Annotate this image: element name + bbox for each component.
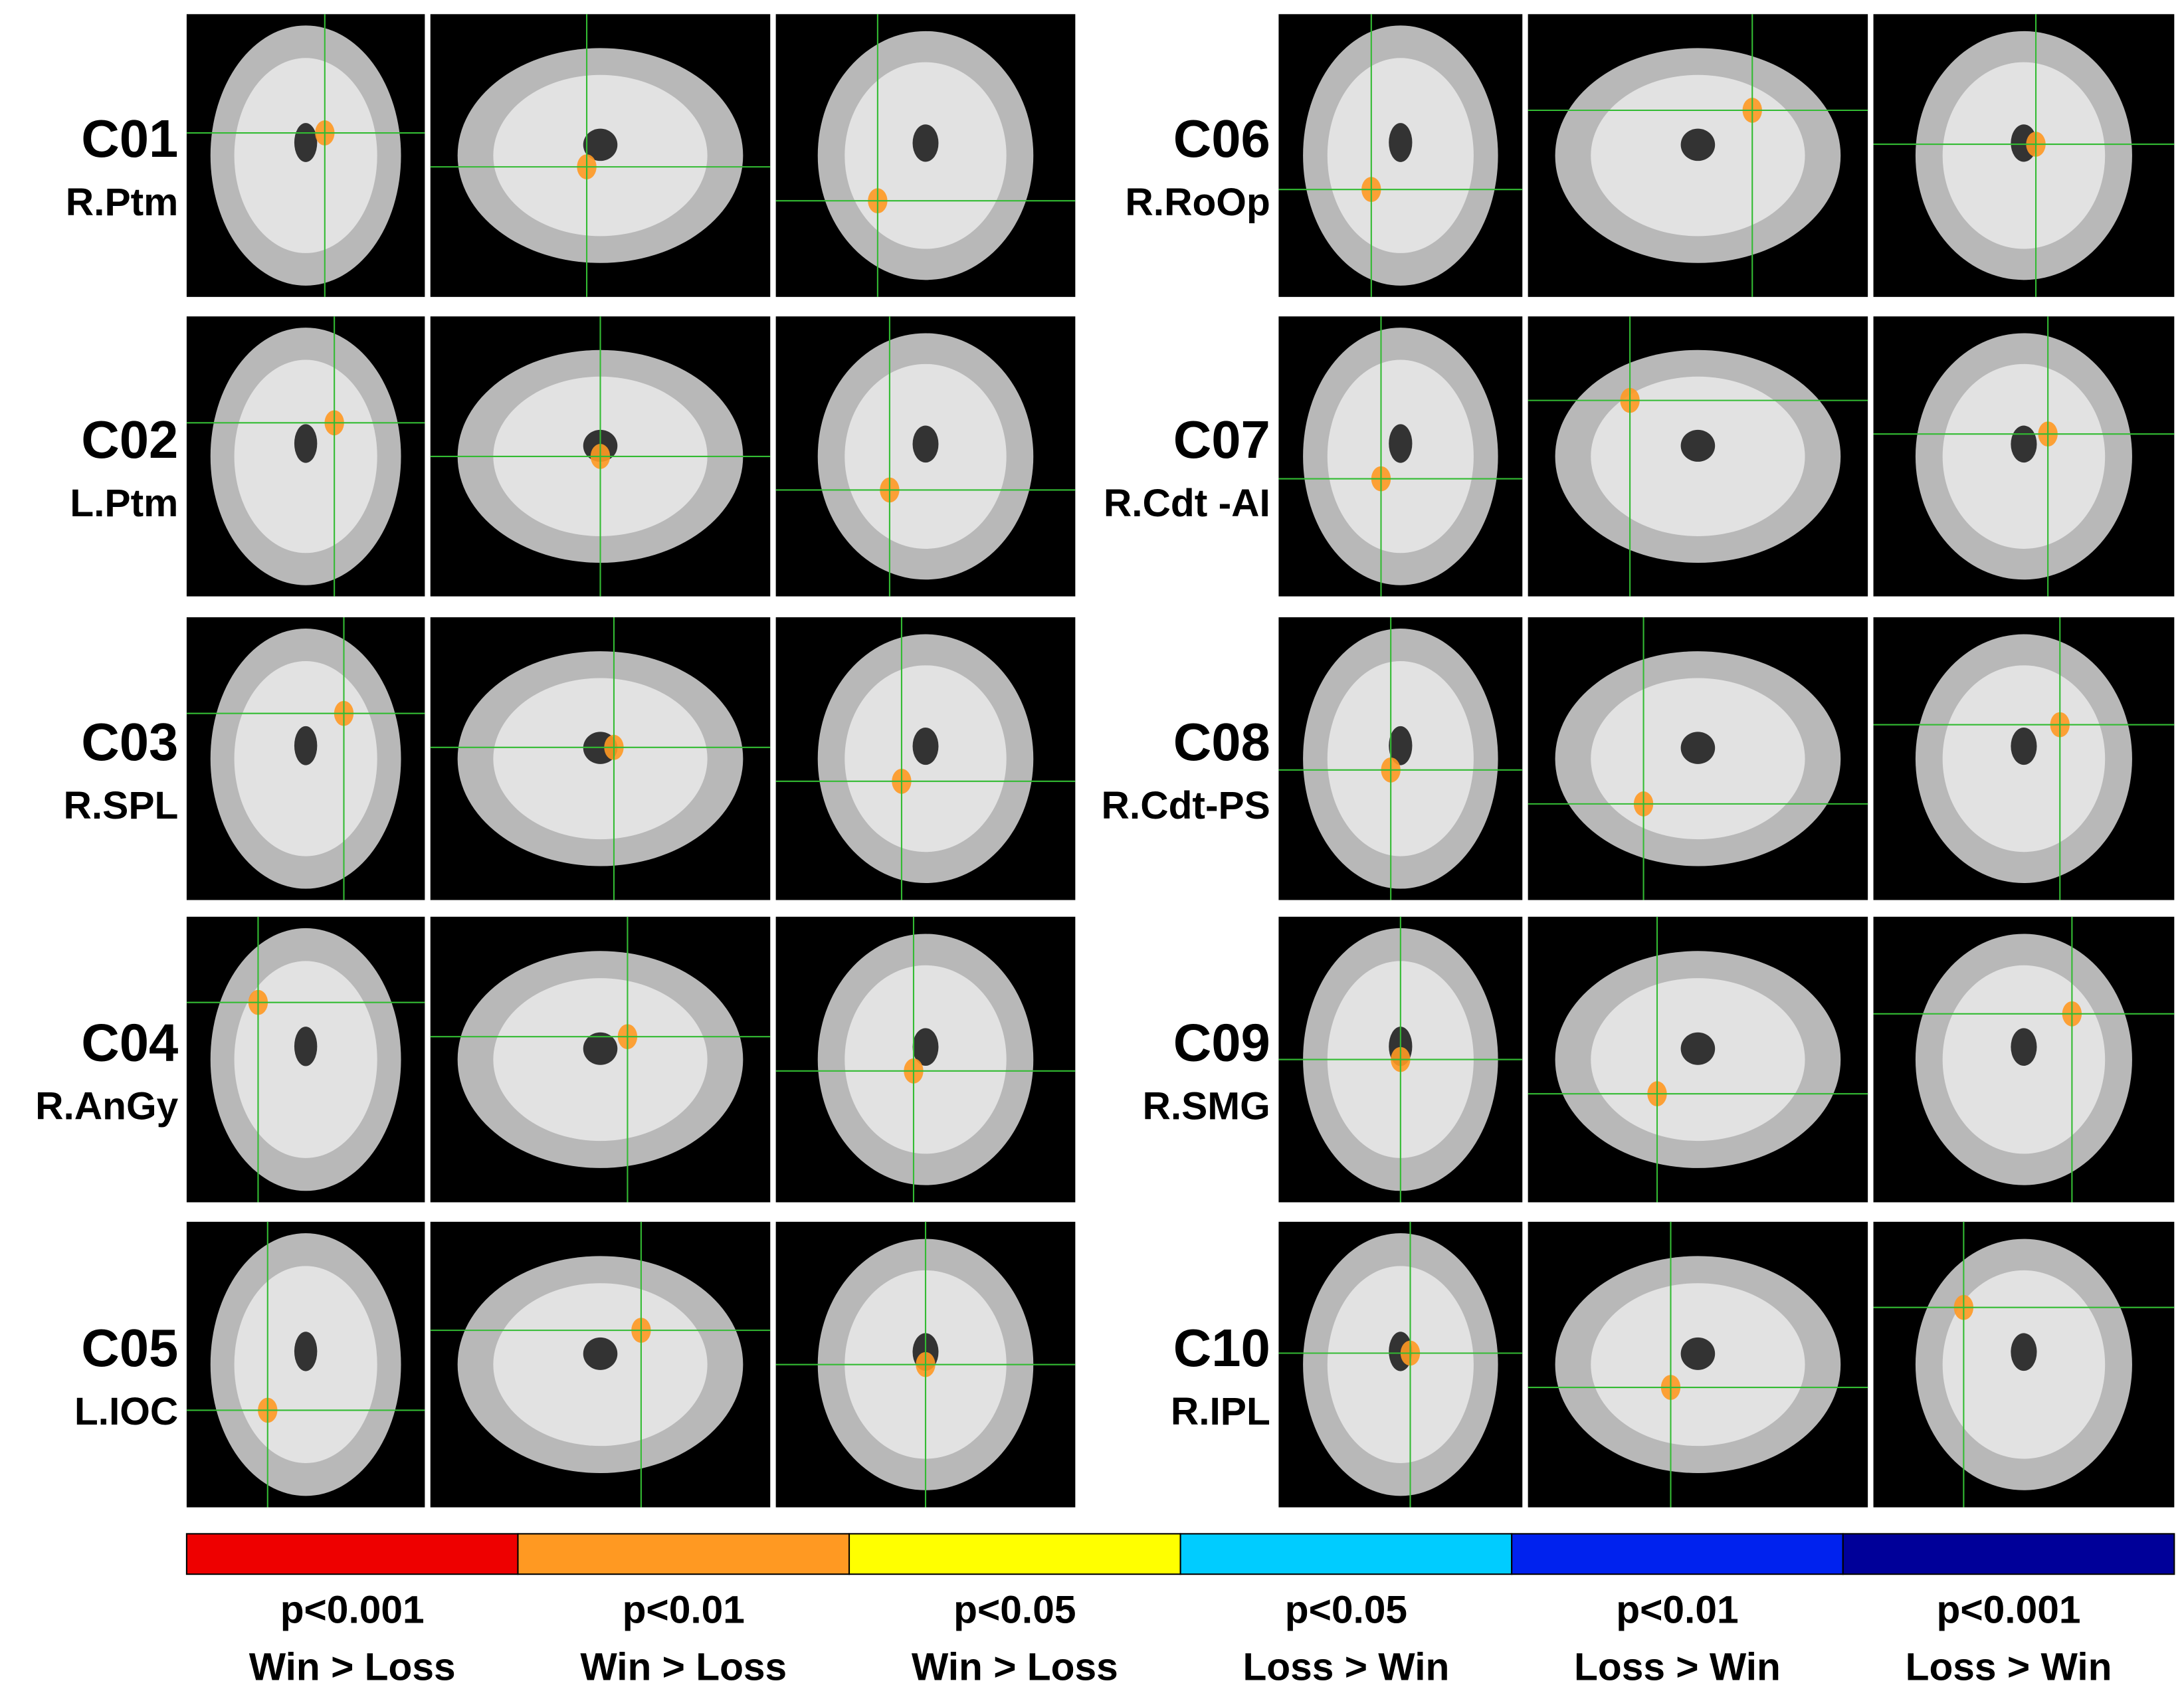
- ventricle: [294, 1027, 318, 1066]
- ventricle: [294, 424, 318, 463]
- ventricle: [2011, 727, 2037, 765]
- ventricle: [583, 128, 618, 161]
- cluster-region: R.Cdt-PS: [1102, 784, 1270, 827]
- ventricle: [2011, 425, 2037, 463]
- cluster-region: L.Ptm: [70, 482, 178, 525]
- cluster-id: C03: [81, 712, 178, 771]
- legend-contrast: Loss > Win: [1906, 1645, 2112, 1688]
- ventricle: [1389, 726, 1413, 765]
- legend-p-value: p<0.01: [623, 1589, 745, 1632]
- ventricle: [1389, 123, 1413, 162]
- legend-p-value: p<0.05: [953, 1589, 1076, 1632]
- legend-p-value: p<0.01: [1616, 1589, 1738, 1632]
- ventricle: [912, 1028, 939, 1066]
- ventricle: [1680, 732, 1716, 764]
- ventricle: [583, 1337, 618, 1370]
- cluster-region: R.RoOp: [1125, 181, 1270, 224]
- legend-swatch: [1842, 1533, 2175, 1575]
- cluster-region: L.IOC: [74, 1390, 179, 1433]
- ventricle: [912, 124, 939, 162]
- cluster-region: R.AnGy: [35, 1085, 179, 1128]
- ventricle: [1680, 1337, 1716, 1370]
- cluster-region: R.IPL: [1171, 1390, 1270, 1433]
- legend-p-value: p<0.05: [1285, 1589, 1407, 1632]
- cluster-id: C10: [1173, 1318, 1270, 1377]
- ventricle: [1680, 128, 1716, 161]
- cluster-region: R.Cdt -AI: [1104, 482, 1270, 525]
- cluster-id: C07: [1173, 410, 1270, 469]
- ventricle: [2011, 1028, 2037, 1066]
- cluster-id: C06: [1173, 109, 1270, 168]
- ventricle: [1680, 429, 1716, 462]
- legend-contrast: Loss > Win: [1242, 1645, 1449, 1688]
- ventricle: [1680, 1032, 1716, 1065]
- cluster-id: C04: [81, 1013, 178, 1072]
- ventricle: [294, 726, 318, 765]
- cluster-region: R.SMG: [1142, 1085, 1270, 1128]
- legend-contrast: Win > Loss: [580, 1645, 787, 1688]
- legend-p-value: p<0.001: [280, 1589, 425, 1632]
- ventricle: [294, 123, 318, 162]
- legend-contrast: Loss > Win: [1574, 1645, 1781, 1688]
- ventricle: [2011, 1333, 2037, 1371]
- cluster-id: C09: [1173, 1013, 1270, 1072]
- ventricle: [912, 425, 939, 463]
- legend-swatch: [1511, 1533, 1844, 1575]
- cluster-id: C01: [81, 109, 178, 168]
- cluster-region: R.Ptm: [66, 181, 179, 224]
- cluster-id: C08: [1173, 712, 1270, 771]
- legend-swatch: [517, 1533, 850, 1575]
- cluster-id: C05: [81, 1318, 178, 1377]
- ventricle: [294, 1332, 318, 1371]
- cluster-region: R.SPL: [63, 784, 178, 827]
- ventricle: [583, 1032, 618, 1065]
- cluster-id: C02: [81, 410, 178, 469]
- legend-swatch: [185, 1533, 519, 1575]
- ventricle: [1389, 424, 1413, 463]
- legend-swatch: [1179, 1533, 1513, 1575]
- legend-p-value: p<0.001: [1937, 1589, 2081, 1632]
- legend-swatch: [848, 1533, 1181, 1575]
- legend-contrast: Win > Loss: [249, 1645, 456, 1688]
- legend-contrast: Win > Loss: [912, 1645, 1118, 1688]
- ventricle: [912, 727, 939, 765]
